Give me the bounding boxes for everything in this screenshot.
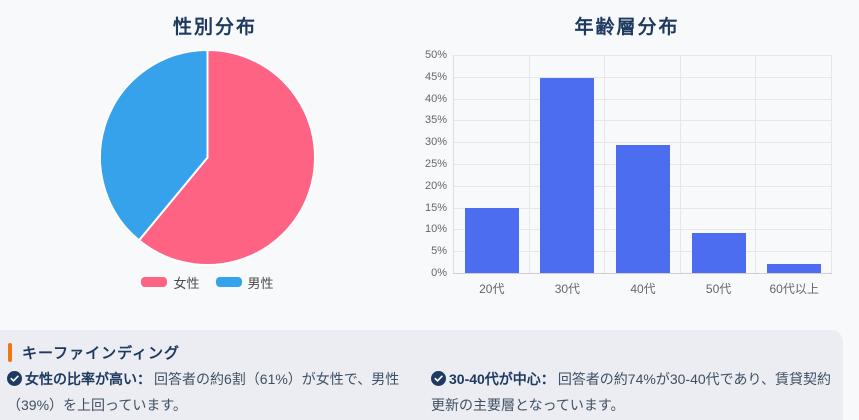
age-bar-chart-plot: 0% 5% 10% 15% 20% 25% 30% 35% 40% 45% 50% 20代 30代 40代… — [425, 49, 832, 296]
orange-accent-bar — [8, 343, 12, 362]
pie-slice-1 — [99, 49, 209, 242]
bar-50代 — [691, 232, 746, 273]
bar-40代 — [616, 144, 670, 273]
pie-legend: 女性 男性 — [0, 273, 415, 291]
y-gridline — [454, 76, 832, 78]
y-gridline — [454, 98, 832, 100]
y-axis-tick-label: 20% — [424, 179, 447, 192]
y-axis-tick-label: 45% — [424, 70, 447, 83]
y-axis-tick-label: 0% — [431, 267, 447, 279]
x-gridline — [831, 55, 832, 273]
x-gridline — [755, 55, 757, 273]
y-gridline — [454, 142, 832, 144]
x-gridline — [528, 55, 530, 273]
bar-20代 — [464, 207, 519, 273]
check-circle-icon — [7, 371, 22, 386]
x-axis-tick-label: 50代 — [705, 282, 732, 296]
y-axis-tick-label: 50% — [424, 49, 447, 61]
legend-item-female[interactable]: 女性 — [141, 273, 200, 292]
bar-chart-title: 年齢層分布 — [574, 17, 680, 38]
y-gridline — [454, 55, 832, 56]
y-axis-tick-label: 10% — [424, 223, 447, 236]
finding-gender: 女性の比率が高い： 回答者の約6割（61%）が女性で、男性（39%）を上回っていま… — [7, 366, 421, 418]
finding-gender-text: 回答者の約6割（61%）が女性で、男性（39%）を上回っています。 — [7, 371, 400, 413]
y-axis-tick-label: 5% — [431, 245, 447, 258]
x-axis-tick-label: 40代 — [630, 282, 656, 296]
female-legend-swatch — [141, 277, 168, 287]
x-axis-tick-label: 30代 — [554, 282, 581, 296]
finding-age: 30-40代が中心： 回答者の約74%が30-40代であり、賃貸契約更新の主要層と… — [431, 366, 835, 418]
pie-slice-0 — [137, 49, 316, 266]
x-axis-tick-label: 20代 — [479, 282, 505, 296]
y-axis-tick-label: 40% — [424, 92, 447, 105]
y-axis-tick-label: 30% — [424, 136, 447, 149]
y-axis-tick-label: 35% — [424, 114, 447, 127]
gender-pie-chart — [99, 49, 316, 266]
male-legend-swatch — [215, 277, 242, 287]
key-findings-title: キーファインディング — [22, 345, 181, 362]
pie-chart-title: 性別分布 — [172, 17, 257, 38]
legend-item-male[interactable]: 男性 — [215, 273, 274, 292]
y-axis-tick-label: 25% — [424, 158, 447, 170]
finding-age-label: 30-40代が中心： — [449, 371, 555, 387]
female-legend-label: 女性 — [173, 275, 200, 291]
y-axis-tick-label: 15% — [424, 201, 447, 214]
finding-gender-label: 女性の比率が高い： — [25, 371, 151, 387]
x-gridline — [679, 55, 681, 273]
key-findings-panel: キーファインディング 女性の比率が高い： 回答者の約6割（61%）が女性で、男性（… — [0, 330, 843, 420]
x-gridline — [604, 55, 606, 273]
check-circle-icon — [431, 371, 446, 386]
x-axis-tick-label: 60代以上 — [769, 282, 819, 296]
bar-30代 — [540, 77, 595, 273]
finding-age-text: 回答者の約74%が30-40代であり、賃貸契約更新の主要層となっています。 — [431, 371, 831, 413]
y-gridline — [454, 120, 832, 122]
male-legend-label: 男性 — [247, 275, 274, 291]
bar-60代以上 — [767, 264, 822, 273]
